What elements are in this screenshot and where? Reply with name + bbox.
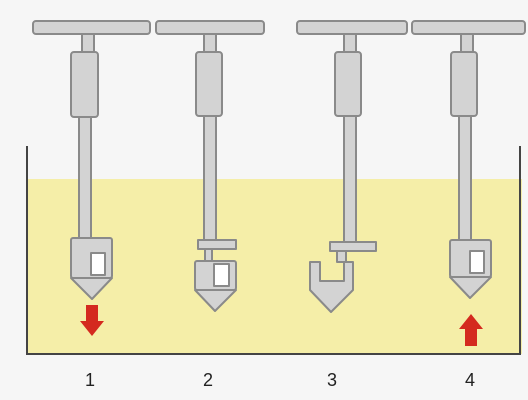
sampler-2-grip [195, 51, 223, 117]
sampler-3-grip [334, 51, 362, 117]
sampler-1-arrow-down [80, 305, 104, 336]
container-wall [26, 146, 521, 355]
sampler-2-neck [203, 33, 217, 53]
sampler-2-window [213, 263, 230, 287]
sampler-3-neck [343, 33, 357, 53]
sampler-2 [155, 20, 265, 312]
sampler-1-neck [81, 33, 95, 53]
sampler-1-window [90, 252, 106, 276]
sampler-3-shaft [343, 115, 357, 244]
sampler-3-cup [309, 261, 354, 313]
sampler-3-stem [336, 250, 347, 263]
sampler-1-shaft [78, 116, 92, 242]
sampler-3-collar [329, 241, 377, 252]
sampler-4-tip [449, 276, 492, 299]
sampler-1 [32, 20, 151, 300]
sampler-1-grip [70, 51, 99, 118]
sampler-4-neck [460, 33, 474, 53]
sampler-4-shaft [458, 115, 472, 243]
sampler-4-grip [450, 51, 478, 117]
sampler-3-handle [296, 20, 408, 35]
sampler-4-handle [411, 20, 526, 35]
sampler-4-window [469, 250, 485, 274]
sampler-2-collar [197, 239, 237, 250]
step-label-4: 4 [464, 370, 475, 390]
sampler-1-handle [32, 20, 151, 35]
sampler-4-arrow-up [459, 314, 483, 346]
step-label-2: 2 [202, 370, 213, 390]
step-label-1: 1 [84, 370, 95, 390]
sampler-2-shaft [203, 115, 217, 242]
sampler-2-tip [194, 289, 237, 312]
sampler-2-stem [204, 248, 213, 262]
sampler-3 [296, 20, 408, 313]
step-label-3: 3 [326, 370, 337, 390]
sampler-2-handle [155, 20, 265, 35]
sampler-4 [411, 20, 526, 299]
sampler-1-tip [70, 277, 113, 300]
